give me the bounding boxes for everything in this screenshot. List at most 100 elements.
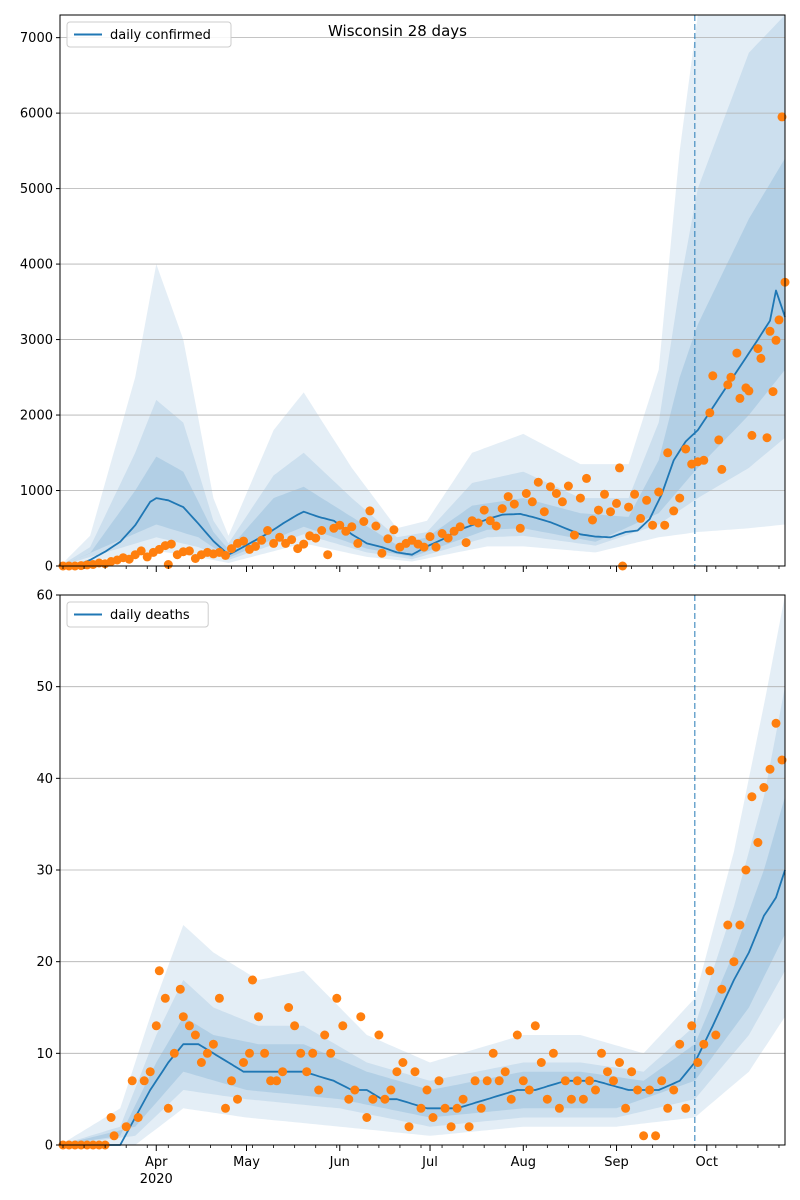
deaths-data-point [572,1076,582,1086]
confirmed-axes-frame [59,14,786,567]
deaths-data-point [470,1076,480,1086]
deaths-data-point [458,1094,468,1104]
confirmed-data-point [630,489,640,499]
confirmed-data-point [269,538,279,548]
confirmed-data-point [166,539,176,549]
deaths-data-point [422,1085,432,1095]
deaths-data-point [723,920,733,930]
deaths-x-tick-label: Aug [511,1155,536,1170]
confirmed-data-point [485,516,495,526]
deaths-data-point [404,1122,414,1132]
deaths-uncertainty-bands [60,595,785,1145]
confirmed-data-point [431,542,441,552]
deaths-data-point [554,1103,564,1113]
confirmed-data-point [624,502,634,512]
deaths-data-point [410,1067,420,1077]
confirmed-data-point [762,433,772,443]
deaths-data-point [585,1076,594,1086]
confirmed-data-point [765,326,775,336]
deaths-data-point [753,838,763,847]
deaths-data-point [254,1012,263,1022]
confirmed-data-point [473,518,483,528]
confirmed-data-point [365,506,375,516]
deaths-data-point [741,865,751,875]
deaths-data-point [777,755,787,765]
deaths-data-point [657,1076,667,1086]
confirmed-data-point [491,521,501,531]
confirmed-y-tick-label: 4000 [20,258,53,273]
confirmed-data-point [311,533,321,543]
confirmed-data-point [383,534,393,544]
deaths-data-point [500,1067,510,1077]
deaths-data-point [633,1085,643,1095]
confirmed-legend-box [66,21,232,48]
confirmed-data-point [497,504,507,514]
chart-title: Wisconsin 28 days [328,22,467,40]
deaths-data-point [163,1103,173,1113]
deaths-data-point [759,783,769,792]
deaths-data-point [284,1003,294,1012]
confirmed-data-point [663,448,673,458]
deaths-data-point [332,993,342,1003]
deaths-data-point [560,1076,570,1086]
deaths-y-tick-label: 40 [36,772,53,787]
deaths-data-point [380,1094,390,1104]
confirmed-data-point [575,493,585,503]
deaths-data-point [121,1122,131,1132]
deaths-data-point [239,1058,248,1067]
deaths-data-point [440,1103,450,1113]
confirmed-data-point [353,538,363,548]
confirmed-data-point [359,517,369,526]
confirmed-data-point [744,386,754,396]
deaths-data-point [518,1076,528,1086]
deaths-data-point [320,1030,330,1040]
deaths-data-point [494,1076,504,1086]
confirmed-data-point [317,526,327,535]
deaths-data-point [615,1058,624,1067]
deaths-band-2 [60,686,785,1145]
confirmed-data-point [533,477,543,487]
deaths-data-point [151,1021,161,1031]
deaths-data-point [597,1048,606,1058]
confirmed-data-point [299,539,309,549]
deaths-x-tick-label: May [233,1155,260,1170]
deaths-data-point [109,1131,119,1141]
deaths-data-point [175,984,185,994]
deaths-data-point [548,1048,558,1058]
deaths-data-point [290,1021,300,1031]
confirmed-data-point [239,536,248,546]
deaths-data-point [729,957,739,967]
confirmed-data-point [455,522,465,532]
confirmed-band-3 [60,158,785,566]
confirmed-y-tick-label: 3000 [20,333,53,348]
deaths-data-point [434,1076,444,1086]
deaths-data-point [233,1094,242,1104]
deaths-data-point [542,1094,552,1104]
confirmed-data-point [551,489,561,498]
deaths-data-point [699,1039,709,1049]
confirmed-data-point [569,530,579,540]
confirmed-data-point [527,497,537,507]
deaths-data-point [578,1094,588,1104]
confirmed-data-point [377,548,387,558]
deaths-data-point [296,1048,306,1058]
deaths-y-tick-label: 60 [36,589,53,604]
deaths-data-point [362,1113,372,1122]
confirmed-data-point [389,525,399,535]
confirmed-data-point [753,344,763,354]
deaths-data-point [221,1103,230,1113]
deaths-data-point [308,1048,318,1058]
confirmed-data-point [227,544,236,554]
confirmed-y-tick-label: 6000 [20,107,53,122]
confirmed-y-tick-label: 1000 [20,484,53,499]
confirmed-data-point [612,498,621,508]
confirmed-data-point [606,507,615,517]
deaths-y-tick-label: 10 [36,1047,53,1062]
confirmed-data-point [768,387,778,397]
confirmed-data-point [615,463,624,473]
confirmed-data-point [681,444,691,454]
deaths-y-tick-label: 20 [36,955,53,970]
deaths-data-point [278,1067,288,1077]
confirmed-data-point [582,473,591,483]
